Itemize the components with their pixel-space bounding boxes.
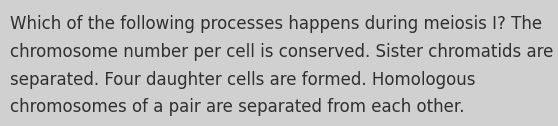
Text: separated. Four daughter cells are formed. Homologous: separated. Four daughter cells are forme… <box>10 71 475 89</box>
Text: chromosomes of a pair are separated from each other.: chromosomes of a pair are separated from… <box>10 98 465 116</box>
Text: Which of the following processes happens during meiosis I? The: Which of the following processes happens… <box>10 15 542 33</box>
Text: chromosome number per cell is conserved. Sister chromatids are: chromosome number per cell is conserved.… <box>10 43 554 61</box>
